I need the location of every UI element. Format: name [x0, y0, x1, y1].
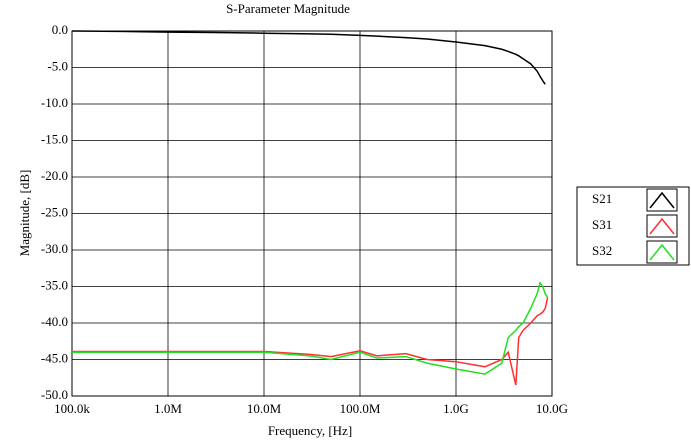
y-tick-label: -10.0 — [41, 95, 68, 110]
chart-title: S-Parameter Magnitude — [226, 1, 350, 16]
legend-label: S32 — [592, 243, 612, 258]
y-tick-label: -45.0 — [41, 350, 68, 365]
legend-label: S31 — [592, 217, 612, 232]
y-tick-label: -25.0 — [41, 204, 68, 219]
legend-icon — [649, 217, 675, 235]
x-tick-label: 10.0G — [536, 401, 568, 416]
y-tick-label: 0.0 — [52, 22, 68, 37]
legend-icon — [649, 191, 675, 209]
y-tick-label: -5.0 — [47, 58, 68, 73]
x-tick-label: 100.0M — [340, 401, 381, 416]
legend-icon — [649, 243, 675, 261]
legend-swatch — [646, 214, 678, 238]
y-tick-label: -40.0 — [41, 314, 68, 329]
series-line — [72, 281, 549, 375]
legend-swatch — [646, 240, 678, 264]
x-tick-label: 1.0M — [154, 401, 182, 416]
legend-swatch — [646, 188, 678, 212]
legend-label: S21 — [592, 191, 612, 206]
y-tick-label: -30.0 — [41, 241, 68, 256]
y-tick-label: -15.0 — [41, 131, 68, 146]
y-tick-label: -20.0 — [41, 168, 68, 183]
series-line — [71, 30, 546, 85]
x-axis-title: Frequency, [Hz] — [268, 423, 352, 438]
x-tick-label: 10.0M — [247, 401, 282, 416]
x-tick-label: 1.0G — [443, 401, 469, 416]
y-tick-label: -35.0 — [41, 277, 68, 292]
y-tick-label: -50.0 — [41, 387, 68, 402]
y-axis-title: Magnitude, [dB] — [17, 170, 32, 257]
x-tick-label: 100.0k — [54, 401, 90, 416]
